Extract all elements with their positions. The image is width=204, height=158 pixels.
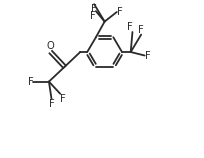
Text: F: F [49, 99, 54, 109]
Text: F: F [90, 11, 96, 21]
Text: O: O [47, 41, 54, 51]
Text: F: F [28, 77, 33, 87]
Text: F: F [117, 7, 123, 17]
Text: F: F [91, 4, 97, 14]
Text: F: F [60, 94, 66, 104]
Text: F: F [145, 51, 150, 61]
Text: F: F [138, 25, 144, 35]
Text: F: F [127, 22, 132, 32]
